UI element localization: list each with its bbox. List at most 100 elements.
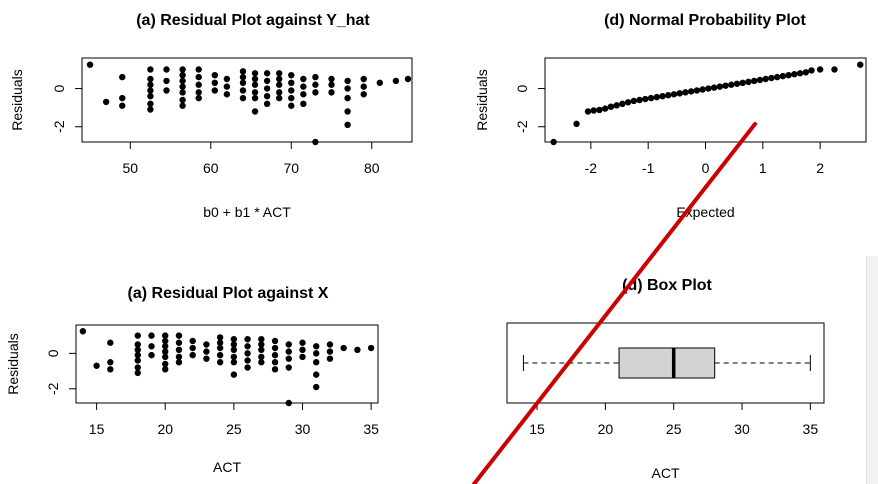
x-tick-label: 2 (816, 160, 824, 176)
data-point (239, 73, 247, 81)
data-point (613, 102, 620, 109)
data-point (203, 341, 210, 348)
data-point (179, 89, 186, 96)
data-point (239, 94, 247, 102)
data-point (147, 81, 154, 88)
y-axis-label: Residuals (5, 333, 21, 394)
data-point (195, 66, 202, 73)
data-point (313, 359, 320, 366)
chart-title: (a) Residual Plot against Y_hat (136, 12, 370, 29)
data-point (134, 341, 141, 348)
data-point (263, 92, 271, 100)
data-point (733, 80, 741, 87)
data-point (163, 77, 170, 85)
panel-res-x: (a) Residual Plot against X 15 20 25 30 35 ACT… (5, 285, 379, 475)
data-point (328, 75, 335, 83)
data-point (251, 89, 259, 96)
x-tick-label: 60 (203, 160, 219, 176)
data-point (275, 94, 283, 102)
data-point (791, 71, 798, 78)
y-tick-label: -2 (45, 382, 61, 395)
data-point (211, 71, 219, 79)
data-point (195, 94, 202, 102)
data-point (601, 105, 609, 112)
data-point (705, 85, 712, 92)
data-point (659, 92, 666, 100)
data-point (285, 355, 292, 362)
data-point (344, 77, 351, 85)
data-point (313, 350, 320, 357)
data-point (134, 332, 141, 339)
data-point (102, 98, 110, 106)
data-point (239, 68, 247, 75)
data-point (619, 100, 626, 108)
x-tick-label: 20 (157, 421, 173, 437)
data-point (313, 371, 320, 378)
data-point (258, 359, 265, 366)
data-point (756, 76, 764, 84)
data-point (642, 95, 649, 103)
data-point (404, 75, 412, 83)
x-tick-label: 15 (89, 421, 105, 437)
data-point (802, 69, 810, 76)
panel-boxplot: (d) Box Plot 15 20 25 30 35 ACT (506, 277, 825, 481)
plot-frame (81, 57, 413, 143)
data-point (796, 70, 804, 77)
data-point (275, 81, 283, 88)
data-point (590, 107, 597, 114)
data-point (328, 89, 335, 96)
data-point (288, 94, 295, 102)
panel-res-yhat: (a) Residual Plot against Y_hat 50 60 70 80 b… (9, 12, 413, 220)
data-point (230, 371, 238, 378)
x-axis-label: b0 + b1 * ACT (203, 204, 291, 220)
y-tick-label: -2 (514, 120, 530, 133)
data-point (275, 75, 283, 83)
data-point (607, 103, 615, 110)
data-point (682, 89, 689, 96)
data-point (230, 359, 238, 366)
data-point (223, 83, 231, 90)
data-point (300, 75, 307, 83)
data-point (344, 85, 351, 92)
data-point (313, 343, 320, 350)
data-point (275, 70, 283, 77)
data-point (148, 351, 155, 359)
data-point (360, 83, 367, 90)
data-point (271, 366, 279, 373)
data-point (162, 348, 169, 355)
data-point (699, 86, 706, 93)
data-point (251, 94, 259, 102)
chart-title: (d) Box Plot (622, 277, 712, 294)
data-point (79, 328, 87, 335)
data-point (230, 341, 238, 348)
data-point (244, 364, 251, 371)
data-point (119, 102, 126, 109)
data-point (857, 61, 864, 68)
data-point (147, 106, 154, 113)
data-point (312, 138, 319, 146)
data-point (312, 89, 319, 96)
data-point (354, 346, 361, 354)
data-point (134, 364, 141, 371)
data-point (179, 96, 186, 104)
data-point (175, 353, 183, 361)
data-point (147, 92, 154, 100)
x-axis-label: ACT (652, 465, 680, 481)
data-point (288, 79, 295, 87)
data-point (693, 87, 701, 94)
x-tick-label: 0 (702, 160, 710, 176)
x-tick-label: 1 (759, 160, 767, 176)
data-point (179, 102, 186, 109)
data-point (785, 71, 792, 79)
data-point (271, 337, 279, 345)
data-point (300, 100, 307, 108)
data-point (244, 357, 251, 364)
data-point (162, 353, 169, 361)
chart-title: (d) Normal Probability Plot (604, 12, 806, 29)
data-point (326, 348, 334, 355)
data-point (162, 337, 169, 345)
data-point (175, 346, 183, 354)
data-point (299, 346, 306, 354)
data-point (244, 350, 251, 357)
data-point (344, 108, 351, 115)
